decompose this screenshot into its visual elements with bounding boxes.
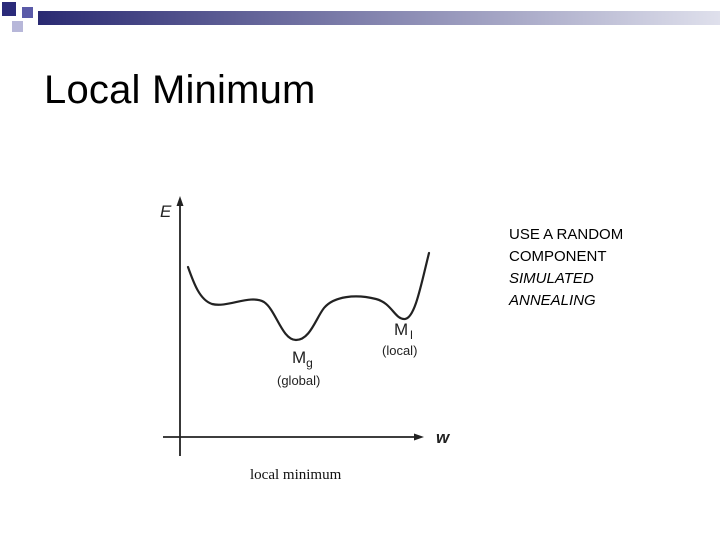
energy-curve <box>186 251 431 342</box>
x-axis-label: w <box>436 428 451 447</box>
header-square-dark <box>2 2 16 16</box>
y-axis-label: E <box>160 202 172 221</box>
global-min-note: (global) <box>277 373 320 388</box>
header-square-mid <box>22 7 33 18</box>
global-min-subscript: g <box>306 356 313 370</box>
note-line-4: ANNEALING <box>509 292 596 309</box>
global-min-symbol: M <box>292 348 306 367</box>
note-line-1: USE A RANDOM <box>509 226 624 243</box>
local-min-note: (local) <box>382 343 417 358</box>
header-square-light <box>12 21 23 32</box>
header-gradient-bar <box>38 11 720 25</box>
side-note: USE A RANDOM COMPONENT SIMULATED ANNEALI… <box>509 224 623 312</box>
y-axis-arrow <box>176 196 184 206</box>
header-decoration <box>2 2 720 32</box>
x-axis-arrow <box>414 433 424 441</box>
global-min-label: Mg <box>292 348 313 370</box>
slide-title: Local Minimum <box>44 68 316 112</box>
diagram-caption: local minimum <box>250 467 342 483</box>
local-min-subscript: l <box>410 328 413 342</box>
note-line-3: SIMULATED <box>509 270 594 287</box>
note-line-2: COMPONENT <box>509 248 607 265</box>
local-min-symbol: M <box>394 320 408 339</box>
